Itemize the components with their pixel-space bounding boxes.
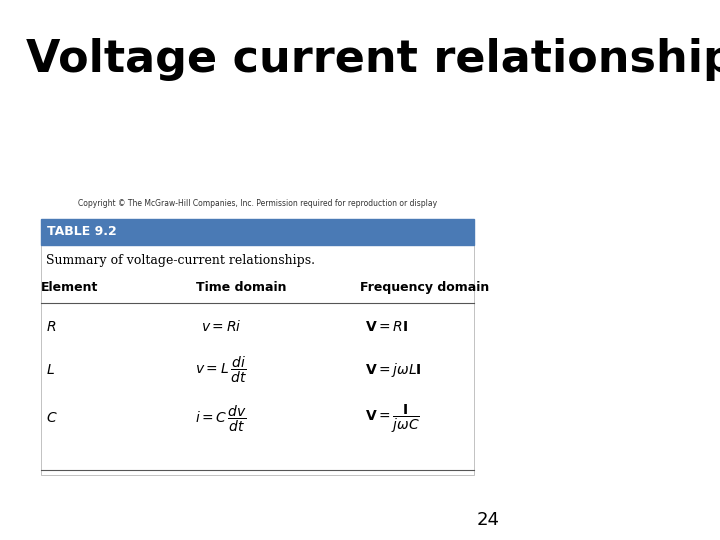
Text: $v = L\,\dfrac{di}{dt}$: $v = L\,\dfrac{di}{dt}$: [195, 355, 247, 385]
FancyBboxPatch shape: [41, 219, 474, 245]
Text: Frequency domain: Frequency domain: [360, 281, 490, 294]
Text: 24: 24: [477, 511, 499, 529]
Text: $\mathbf{V} = R\mathbf{I}$: $\mathbf{V} = R\mathbf{I}$: [366, 320, 409, 334]
Text: $R$: $R$: [46, 320, 57, 334]
Text: TABLE 9.2: TABLE 9.2: [48, 225, 117, 238]
FancyBboxPatch shape: [41, 245, 474, 475]
Text: $\mathbf{V} = j\omega L\mathbf{I}$: $\mathbf{V} = j\omega L\mathbf{I}$: [366, 361, 423, 379]
Text: Voltage current relationships: Voltage current relationships: [26, 38, 720, 81]
Text: $L$: $L$: [46, 363, 55, 377]
Text: Copyright © The McGraw-Hill Companies, Inc. Permission required for reproduction: Copyright © The McGraw-Hill Companies, I…: [78, 199, 437, 208]
Text: $\mathbf{V} = \dfrac{\mathbf{I}}{j\omega C}$: $\mathbf{V} = \dfrac{\mathbf{I}}{j\omega…: [366, 402, 420, 435]
Text: Summary of voltage-current relationships.: Summary of voltage-current relationships…: [46, 254, 315, 267]
Text: Time domain: Time domain: [196, 281, 286, 294]
Text: $C$: $C$: [46, 411, 58, 426]
Text: $i = C\,\dfrac{dv}{dt}$: $i = C\,\dfrac{dv}{dt}$: [195, 403, 248, 434]
Text: $v = Ri$: $v = Ri$: [201, 319, 242, 334]
Text: Element: Element: [41, 281, 99, 294]
